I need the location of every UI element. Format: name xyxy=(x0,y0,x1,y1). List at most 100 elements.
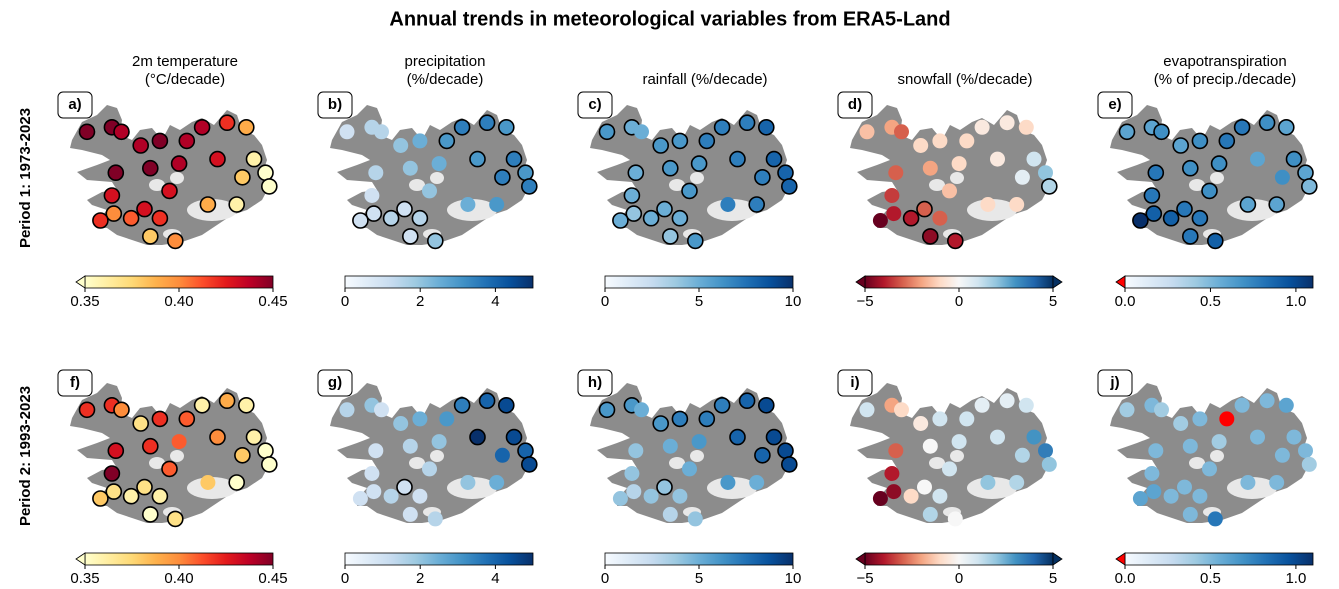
panel-label: f) xyxy=(70,374,80,391)
station xyxy=(218,392,236,410)
station xyxy=(894,124,909,140)
station xyxy=(234,446,251,464)
colorbar-tick-label: −5 xyxy=(856,293,873,310)
station xyxy=(460,475,476,490)
colorbar-tick-label: 0.40 xyxy=(164,293,193,310)
station xyxy=(1147,164,1165,181)
station xyxy=(990,151,1005,167)
column-title: rainfall (%/decade) xyxy=(642,71,767,88)
station xyxy=(598,401,616,419)
station xyxy=(460,197,476,212)
panel-label: d) xyxy=(848,96,862,113)
station xyxy=(178,410,196,428)
station xyxy=(634,402,649,418)
station xyxy=(1250,429,1265,445)
station xyxy=(1219,411,1235,427)
colorbar xyxy=(344,275,534,289)
station xyxy=(738,392,756,410)
station xyxy=(661,159,679,177)
station xyxy=(757,119,775,136)
colorbar-tick-label: 0.0 xyxy=(1115,293,1136,310)
colorbar-extend xyxy=(75,275,86,289)
station xyxy=(167,510,184,528)
colorbar-tick-label: 0 xyxy=(601,570,609,584)
station xyxy=(151,487,169,505)
station xyxy=(713,119,731,136)
station xyxy=(886,484,902,500)
colorbar xyxy=(604,552,794,566)
station xyxy=(439,411,455,427)
station xyxy=(990,429,1005,445)
station xyxy=(974,119,990,135)
station xyxy=(1182,159,1199,177)
colorbar-tick-label: 0 xyxy=(341,570,349,584)
station xyxy=(951,434,967,450)
station xyxy=(411,209,429,227)
station xyxy=(625,205,643,222)
station xyxy=(777,442,794,460)
station xyxy=(469,428,486,446)
station xyxy=(453,119,471,136)
station xyxy=(922,160,938,176)
station xyxy=(1154,402,1169,418)
colorbar-tick-label: 5 xyxy=(1049,293,1057,310)
station xyxy=(1278,397,1294,413)
station xyxy=(690,155,708,172)
station xyxy=(932,488,948,504)
station xyxy=(884,188,900,203)
station xyxy=(383,488,399,504)
station xyxy=(505,150,523,168)
station xyxy=(393,138,409,153)
colorbar-tick-label: 0.5 xyxy=(1200,570,1221,584)
station xyxy=(453,396,471,414)
station xyxy=(872,491,888,506)
station xyxy=(122,487,140,505)
colorbar-tick-label: 0.5 xyxy=(1200,293,1221,310)
panel-label-box xyxy=(317,369,353,397)
station xyxy=(489,197,505,212)
station xyxy=(171,434,187,450)
colorbar-tick-label: 0 xyxy=(955,293,963,310)
station xyxy=(103,187,121,204)
station xyxy=(681,182,698,200)
station xyxy=(902,209,920,227)
station xyxy=(1278,119,1295,136)
station xyxy=(374,402,389,418)
station xyxy=(749,475,765,490)
station xyxy=(1274,169,1290,185)
station xyxy=(402,506,418,522)
station xyxy=(623,187,641,204)
station xyxy=(1026,151,1042,167)
station xyxy=(738,114,756,131)
station xyxy=(228,474,245,491)
colorbar-extend xyxy=(855,552,866,566)
colorbar-extend xyxy=(855,275,866,289)
station xyxy=(422,461,437,477)
station xyxy=(916,200,933,218)
station xyxy=(113,123,130,141)
station xyxy=(469,150,486,168)
station xyxy=(671,132,689,150)
station xyxy=(478,114,496,131)
station xyxy=(257,164,274,181)
station xyxy=(1239,196,1257,213)
station xyxy=(1119,402,1135,418)
station xyxy=(170,155,188,172)
station xyxy=(1182,438,1198,454)
station xyxy=(1172,137,1189,154)
colorbar-tick-label: 2 xyxy=(416,570,424,584)
station xyxy=(136,478,153,496)
station xyxy=(245,428,263,446)
station xyxy=(942,461,957,477)
station xyxy=(352,212,369,229)
station xyxy=(257,442,274,460)
station xyxy=(598,123,616,141)
station xyxy=(1148,443,1164,459)
station xyxy=(245,150,263,168)
station xyxy=(903,488,919,504)
panel-label-box xyxy=(57,369,93,397)
station xyxy=(497,396,515,414)
station xyxy=(366,484,382,500)
station xyxy=(1210,155,1228,172)
